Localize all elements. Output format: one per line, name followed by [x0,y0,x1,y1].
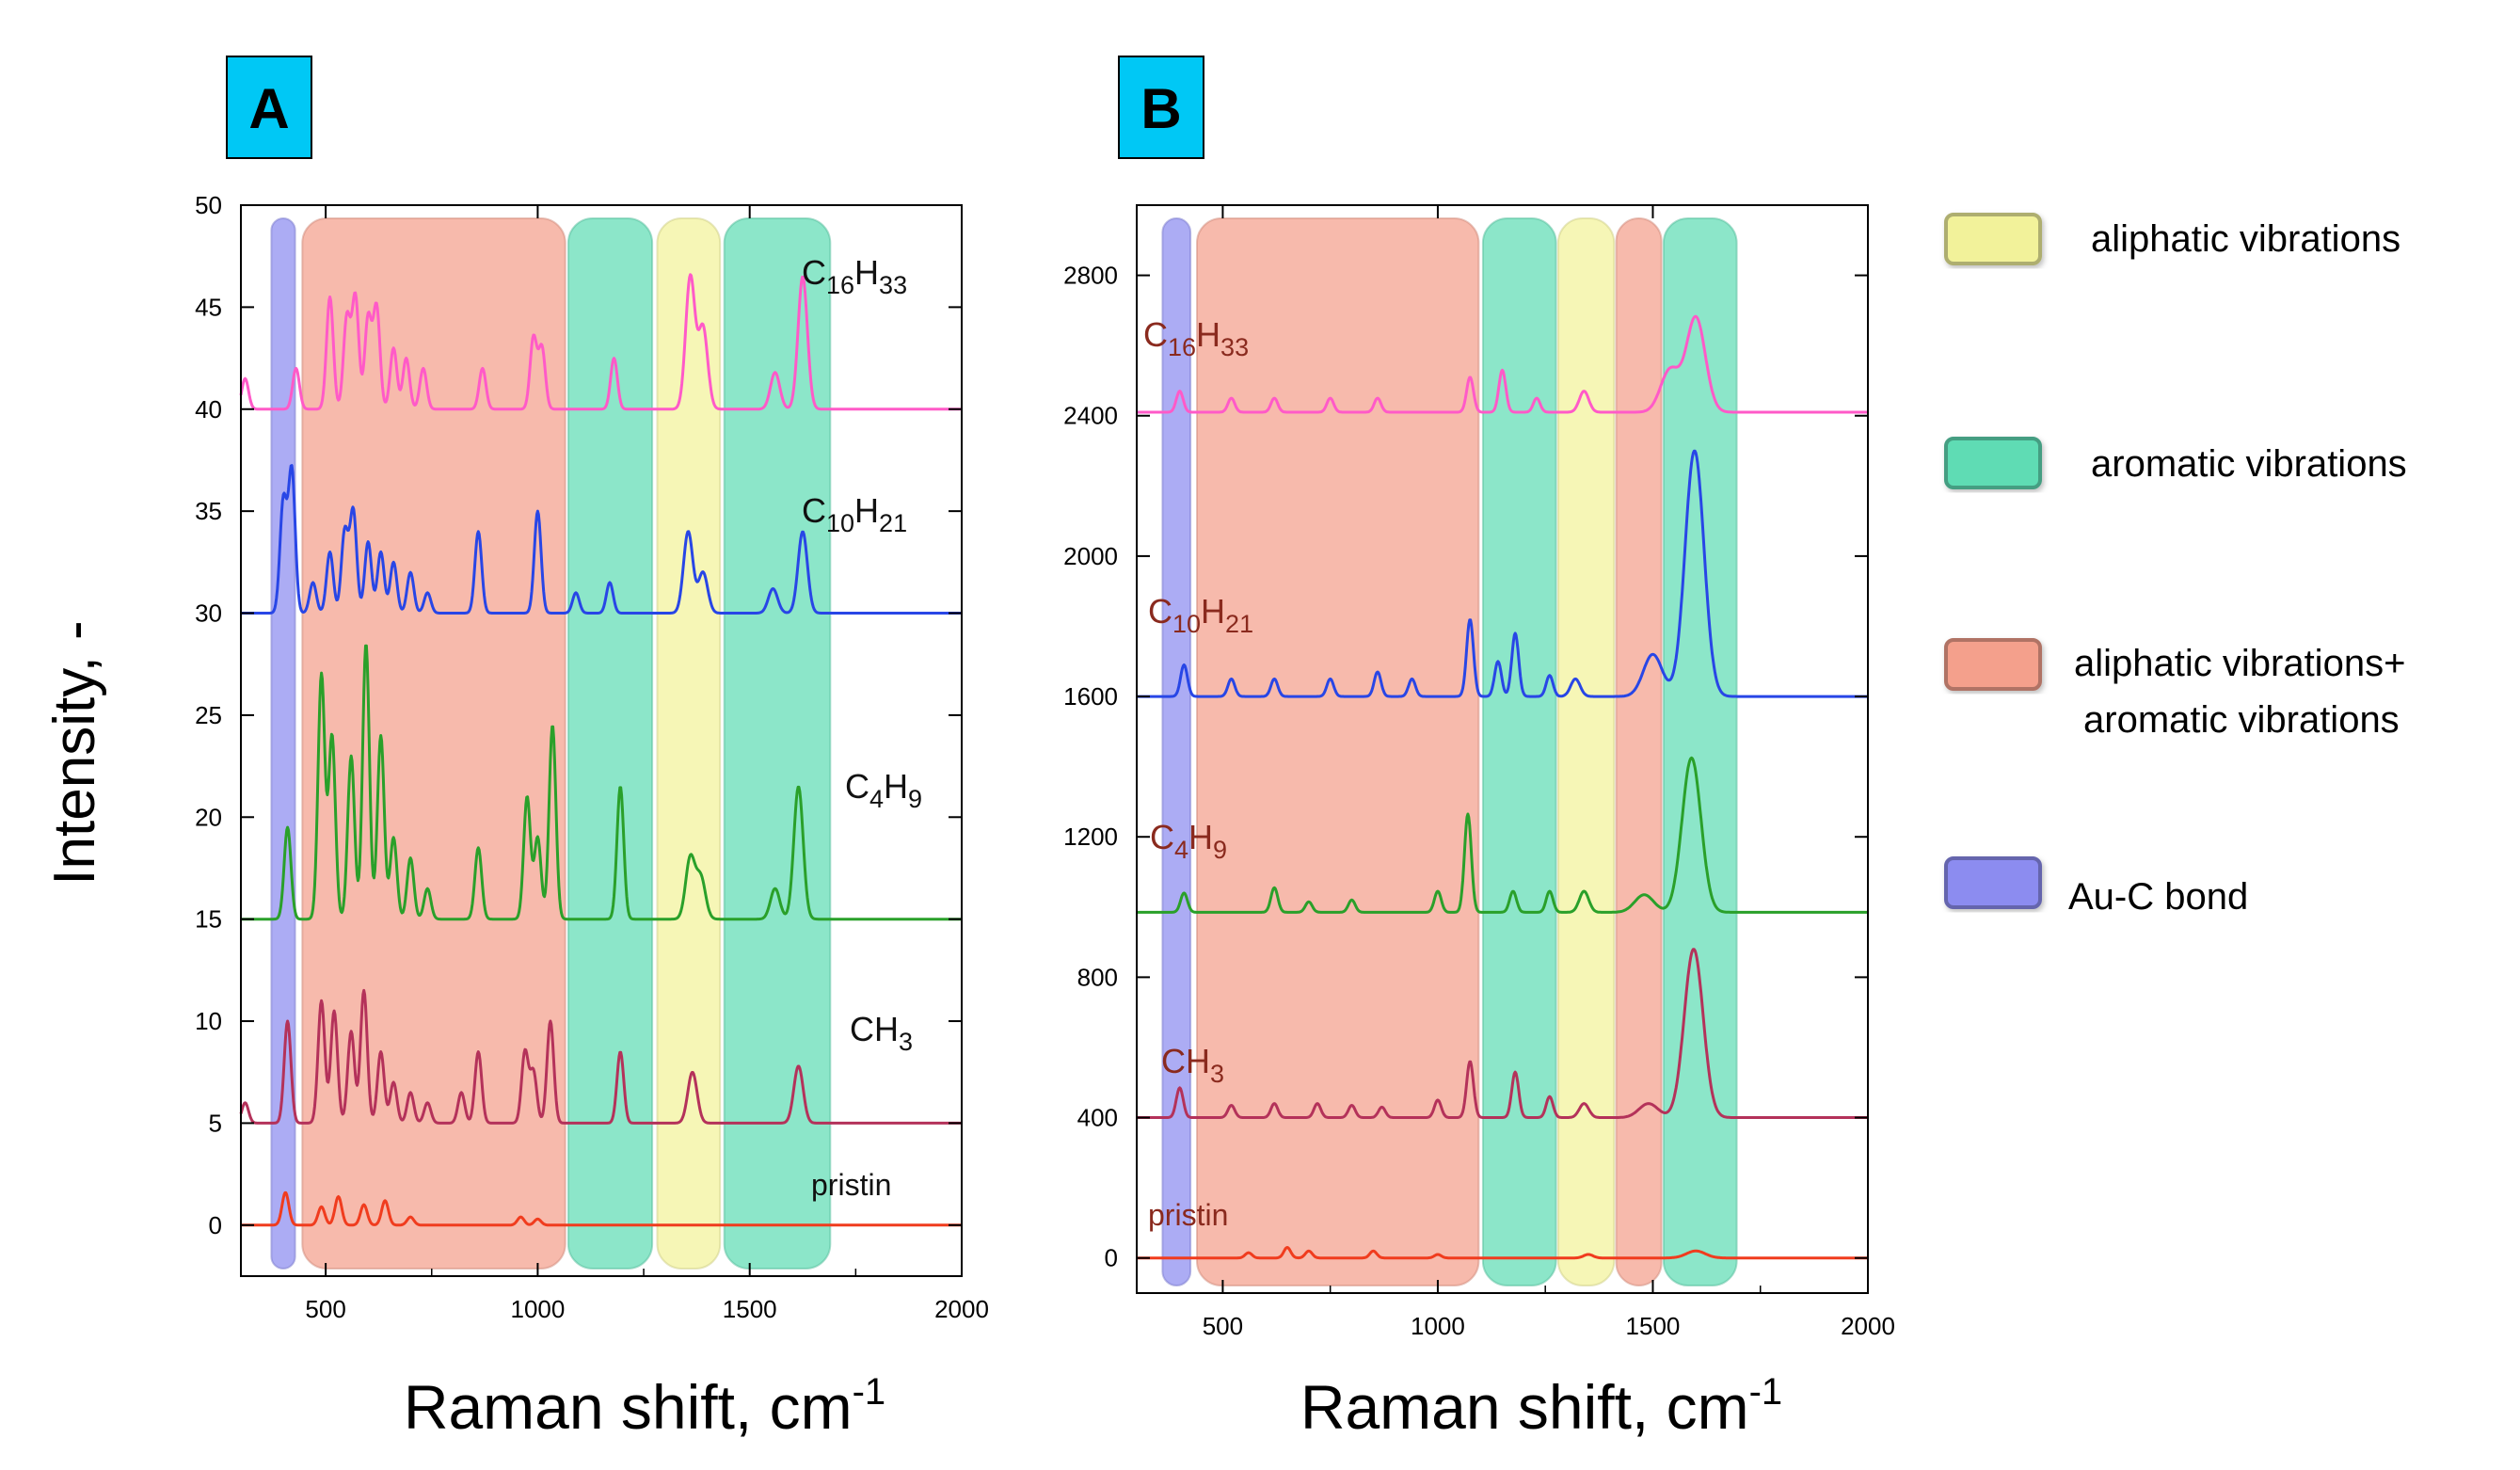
panel-b-y-tick-label: 400 [1077,1104,1118,1132]
panel-label-b-text: B [1140,77,1181,140]
label-a-pristin: pristin [811,1168,891,1202]
legend-label-mixed-line2: aromatic vibrations [2083,699,2400,741]
panel-a-y-tick-label: 15 [195,905,222,934]
legend-swatch-aliphatic [1944,213,2042,265]
legend-label-au-c: Au-C bond [2068,876,2248,918]
panel-b-x-axis-title: Raman shift, cm-1 [1300,1371,1782,1442]
label-a-c16h33: C16H33 [802,253,907,299]
panel-b-band-aromatic-5 [1662,217,1738,1286]
label-a-c4h9: C4H9 [845,767,922,813]
legend-item-mixed: aliphatic vibrations+ aromatic vibration… [1944,638,2405,741]
label-b-c4h9: C4H9 [1150,818,1227,864]
panel-b-band-aliphatic-3 [1556,217,1616,1286]
label-b-pristin: pristin [1148,1198,1228,1232]
legend-item-aliphatic: aliphatic vibrations [1944,213,2400,265]
panel-a-y-tick-label: 45 [195,293,222,321]
panel-b-series-ch3 [1136,948,1869,1119]
label-a-c10h21: C10H21 [802,491,907,537]
panel-label-b: B [1118,56,1204,159]
panel-a-x-tick-label: 1000 [510,1295,565,1323]
panel-b-band-aromatic-2 [1481,217,1557,1286]
panel-a-x-axis-title: Raman shift, cm-1 [404,1371,885,1442]
panel-a-series-labels: C16H33 C10H21 C4H9 CH3 pristin [802,253,922,1202]
panel-b-x-tick-label: 500 [1203,1312,1243,1340]
panel-b-series-pristin [1136,1246,1869,1260]
panel-a-series-pristin [240,1190,963,1227]
panel-a-band-au_c-0 [270,217,296,1270]
panel-b-axes: 500 1000 1500 2000 0 400 800 1200 1600 2000 2400 28… [1063,204,1895,1340]
panel-b-band-au_c-0 [1161,217,1192,1286]
panel-b-series-c4h9 [1136,756,1869,914]
panel-a-x-tick-label: 2000 [934,1295,989,1323]
panel-a-band-aromatic-4 [723,217,832,1270]
panel-a-y-tick-label: 5 [209,1109,222,1137]
panel-b-series-labels: C16H33 C10H21 C4H9 CH3 pristin [1143,315,1253,1232]
panel-a-band-aromatic-2 [566,217,654,1270]
label-b-ch3: CH3 [1161,1042,1224,1088]
panel-a-band-mixed-1 [301,217,566,1270]
panel-a-y-tick-label: 50 [195,191,222,219]
y-axis-title: Intensity, - [42,620,107,885]
panel-a-series [239,273,963,1227]
panel-b-y-tick-label: 2000 [1063,542,1118,570]
panel-a-y-tick-label: 30 [195,599,222,628]
legend-item-aromatic: aromatic vibrations [1944,437,2407,489]
panel-b-y-tick-label: 2400 [1063,402,1118,430]
legend-label-mixed-line1: aliphatic vibrations+ [2074,643,2405,684]
panel-a-series-c10h21 [240,464,963,615]
panel-b-series-c16h33 [1136,314,1869,414]
legend: aliphatic vibrations aromatic vibrations… [1944,213,2407,918]
label-a-ch3: CH3 [850,1010,913,1056]
panel-a-axes: 500 1000 1500 2000 0 5 10 15 20 25 30 35 40 45 50 [195,191,989,1323]
panel-a-plot-frame [240,204,963,1277]
panel-a-plot: 500 1000 1500 2000 0 5 10 15 20 25 30 35 40 45 50 [195,191,989,1323]
panel-a-series-c4h9 [240,644,963,921]
panel-b-x-tick-label: 1500 [1626,1312,1681,1340]
panel-b-y-tick-label: 1200 [1063,823,1118,851]
panel-label-a: A [226,56,312,159]
legend-item-au-c: Au-C bond [1944,856,2248,918]
panel-a-y-tick-label: 40 [195,395,222,423]
label-b-c10h21: C10H21 [1148,592,1253,638]
panel-a-series-c16h33 [239,273,963,411]
panel-a-x-tick-label: 1500 [723,1295,777,1323]
legend-swatch-aromatic [1944,437,2042,489]
panel-b-plot: 500 1000 1500 2000 0 400 800 1200 1600 2000 2400 28… [1063,204,1895,1340]
panel-a-y-tick-label: 0 [209,1211,222,1239]
panel-a-y-tick-label: 10 [195,1007,222,1035]
panel-a-series-ch3 [239,988,963,1125]
panel-label-a-text: A [248,77,289,140]
panel-a-y-tick-label: 25 [195,701,222,729]
panel-b-x-tick-label: 1000 [1411,1312,1465,1340]
panel-b-band-mixed-1 [1196,217,1480,1286]
panel-b-plot-frame [1136,204,1869,1294]
panel-b-y-tick-label: 0 [1105,1244,1118,1272]
panel-b-series [1136,314,1869,1260]
panel-a-band-aliphatic-3 [656,217,722,1270]
panel-a-y-tick-label: 35 [195,497,222,525]
panel-b-x-tick-label: 2000 [1841,1312,1895,1340]
legend-swatch-au-c [1944,856,2042,909]
legend-label-aromatic: aromatic vibrations [2091,443,2407,485]
panel-b-series-c10h21 [1136,449,1869,698]
panel-b-y-tick-label: 2800 [1063,262,1118,290]
label-b-c16h33: C16H33 [1143,315,1249,361]
panel-b-bands [1161,217,1738,1286]
panel-b-y-tick-label: 800 [1077,963,1118,991]
panel-b-band-mixed-4 [1615,217,1663,1286]
legend-label-aliphatic: aliphatic vibrations [2091,218,2400,260]
legend-swatch-mixed [1944,638,2042,691]
panel-a-y-tick-label: 20 [195,803,222,831]
panel-a-x-tick-label: 500 [305,1295,345,1323]
panel-a-bands [270,217,832,1270]
panel-b-y-tick-label: 1600 [1063,682,1118,711]
